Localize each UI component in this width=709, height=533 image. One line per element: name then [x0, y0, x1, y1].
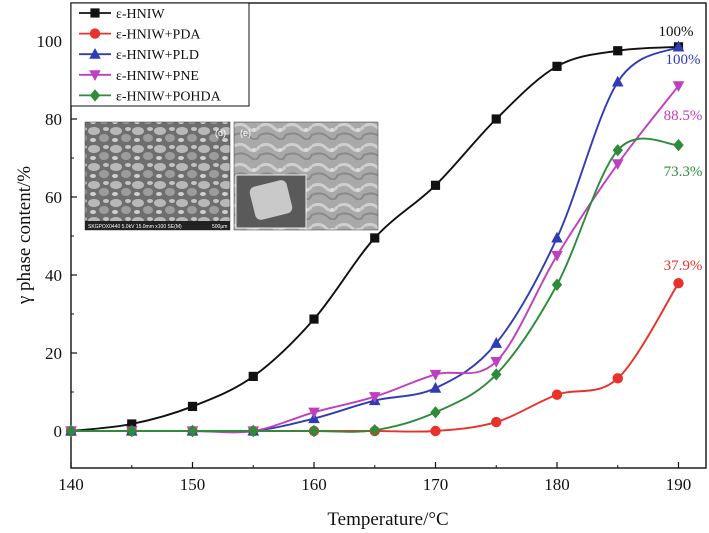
legend-entry-label: ε-HNIW+PDA	[116, 28, 201, 43]
data-point	[611, 75, 624, 87]
data-point	[429, 381, 442, 393]
y-axis-title: γ phase content/%	[14, 166, 35, 305]
x-tick-label: 160	[301, 475, 327, 494]
inset-sem-micrograph-d: (d) SKGPOX0440 5.0kV 15.0mm x100 SE(M) 5…	[84, 121, 231, 231]
data-point	[551, 278, 563, 291]
legend-marker	[90, 8, 100, 18]
data-point	[673, 138, 684, 152]
inset-d-footer: SKGPOX0440 5.0kV 15.0mm x100 SE(M)	[88, 224, 182, 230]
data-point	[551, 250, 563, 262]
data-point	[490, 356, 503, 368]
data-point	[127, 419, 137, 429]
x-tick-label: 150	[180, 475, 206, 494]
y-tick-label: 60	[45, 188, 62, 207]
y-tick-label: 0	[54, 422, 63, 441]
x-tick-label: 170	[423, 475, 449, 494]
legend-marker	[89, 48, 101, 59]
data-point	[308, 424, 320, 438]
x-axis-title: Temperature/°C	[327, 509, 448, 530]
data-point	[611, 159, 624, 171]
data-point	[248, 424, 259, 438]
inset-d-panel-label: (d)	[215, 128, 226, 138]
inset-sem-micrograph-e: (e)	[233, 121, 379, 231]
data-point	[552, 61, 562, 71]
legend-marker	[89, 70, 101, 81]
y-tick-label: 100	[37, 32, 63, 51]
series-end-label: 88.5%	[664, 108, 703, 124]
series-end-label: 100%	[666, 52, 701, 68]
series-markers	[65, 40, 685, 438]
legend-entry-label: ε-HNIW	[116, 7, 165, 22]
x-tick-label: 180	[544, 475, 570, 494]
data-point	[430, 406, 441, 419]
inset-d-scale: 500µm	[212, 224, 227, 230]
data-point	[308, 407, 320, 419]
data-point	[430, 425, 441, 437]
data-point	[491, 416, 502, 428]
legend-marker	[89, 28, 101, 39]
x-tick-label: 190	[666, 475, 692, 494]
inset-e-panel-label: (e)	[240, 128, 251, 138]
data-point	[672, 81, 685, 93]
series-end-label: 73.3%	[664, 164, 703, 180]
series-end-label: 37.9%	[664, 258, 703, 274]
y-tick-label: 40	[45, 266, 62, 285]
y-tick-label: 80	[45, 110, 62, 129]
legend: ε-HNIW ε-HNIW+PDA ε-HNIW+PLD ε-HNIW+PNE ε-HN…	[70, 2, 250, 107]
end-labels: 100% 37.9% 100% 88.5% 73.3%	[659, 24, 703, 274]
data-point	[187, 424, 198, 438]
data-point	[429, 369, 442, 381]
axis-ticks: 140 150 160 170 180 190 0 20 40 60 80 100	[37, 32, 692, 494]
data-point	[309, 314, 319, 324]
data-point	[673, 277, 684, 289]
data-point	[368, 392, 381, 403]
data-point	[490, 337, 503, 348]
legend-entry-label: ε-HNIW+POHDA	[116, 89, 222, 104]
y-tick-label: 20	[45, 344, 62, 363]
series-end-label: 100%	[659, 24, 694, 40]
data-point	[551, 231, 563, 243]
data-point	[187, 401, 198, 412]
data-point	[672, 40, 685, 52]
data-point	[612, 144, 623, 157]
legend-entry-label: ε-HNIW+PNE	[116, 69, 199, 84]
x-tick-label: 140	[58, 475, 84, 494]
data-point	[65, 424, 77, 438]
data-point	[369, 424, 380, 437]
data-point	[491, 368, 502, 381]
data-point	[370, 233, 380, 243]
data-point	[612, 373, 623, 384]
data-point	[551, 389, 563, 400]
data-point	[430, 180, 441, 190]
legend-marker	[89, 89, 101, 102]
data-point	[491, 114, 501, 124]
legend-entry-label: ε-HNIW+PLD	[116, 48, 199, 63]
data-point	[126, 424, 137, 438]
data-point	[613, 46, 623, 56]
data-point	[248, 371, 258, 381]
